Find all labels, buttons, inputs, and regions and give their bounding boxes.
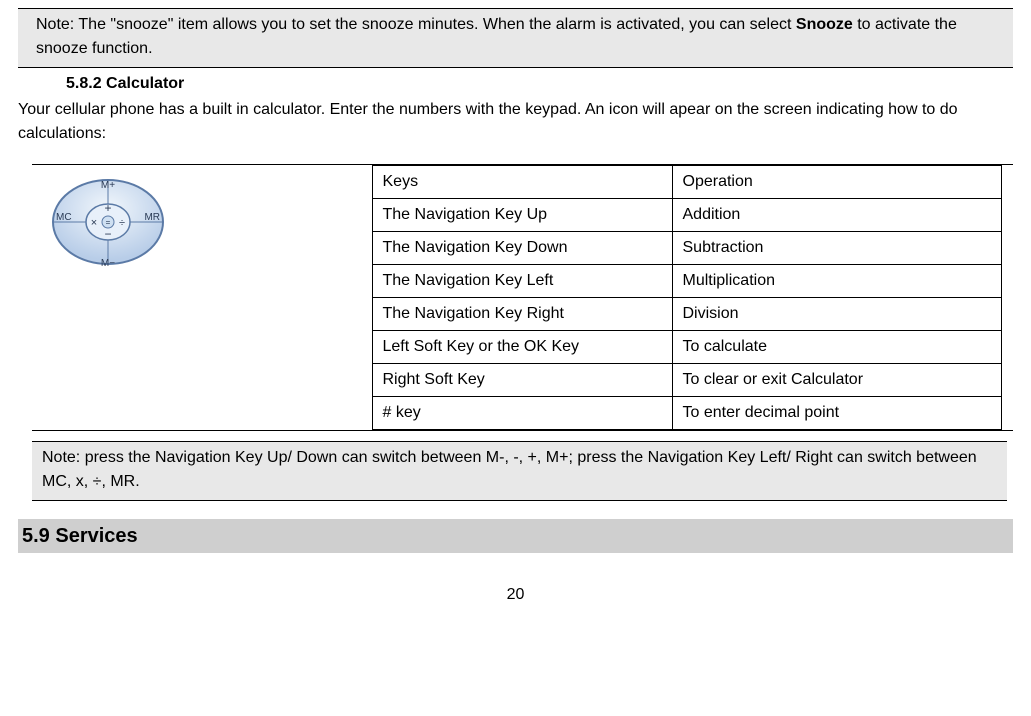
section-5-8-2-heading: 5.8.2 Calculator bbox=[18, 72, 1013, 96]
svg-text:×: × bbox=[91, 217, 97, 229]
table-header-op: Operation bbox=[672, 166, 1002, 199]
note-snooze-bold: Snooze bbox=[796, 16, 853, 33]
note-snooze-prefix: Note: The "snooze" item allows you to se… bbox=[36, 16, 796, 33]
table-cell: To enter decimal point bbox=[672, 397, 1002, 430]
page-number: 20 bbox=[18, 583, 1013, 607]
section-5-9-heading: 5.9 Services bbox=[18, 519, 1013, 553]
table-cell: To clear or exit Calculator bbox=[672, 364, 1002, 397]
table-cell: The Navigation Key Right bbox=[372, 298, 672, 331]
note-nav-keys: Note: press the Navigation Key Up/ Down … bbox=[32, 441, 1007, 501]
svg-text:=: = bbox=[106, 218, 111, 227]
calculator-table-wrap: M+ M− MC MR + − × ÷ = Keys Operation The… bbox=[32, 164, 1013, 431]
svg-text:MR: MR bbox=[144, 212, 160, 223]
table-cell: Right Soft Key bbox=[372, 364, 672, 397]
svg-text:−: − bbox=[104, 227, 111, 241]
table-cell: The Navigation Key Left bbox=[372, 265, 672, 298]
calculator-intro: Your cellular phone has a built in calcu… bbox=[18, 98, 1013, 146]
table-cell: Subtraction bbox=[672, 232, 1002, 265]
note-nav-keys-text: Note: press the Navigation Key Up/ Down … bbox=[42, 449, 977, 490]
svg-text:M+: M+ bbox=[101, 180, 115, 191]
nav-key-icon: M+ M− MC MR + − × ÷ = bbox=[38, 172, 178, 272]
table-cell: # key bbox=[372, 397, 672, 430]
table-header-keys: Keys bbox=[372, 166, 672, 199]
section-5-8-2-num: 5.8.2 bbox=[66, 75, 102, 92]
svg-text:÷: ÷ bbox=[119, 217, 125, 229]
svg-text:MC: MC bbox=[56, 212, 72, 223]
table-cell: To calculate bbox=[672, 331, 1002, 364]
svg-text:M−: M− bbox=[101, 258, 115, 269]
section-5-9-title: 5.9 Services bbox=[22, 525, 138, 547]
table-cell: Left Soft Key or the OK Key bbox=[372, 331, 672, 364]
table-cell: Multiplication bbox=[672, 265, 1002, 298]
table-cell: Addition bbox=[672, 199, 1002, 232]
table-row: M+ M− MC MR + − × ÷ = Keys Operation bbox=[32, 166, 1002, 199]
section-5-8-2-title: Calculator bbox=[102, 75, 185, 92]
table-cell: The Navigation Key Down bbox=[372, 232, 672, 265]
calculator-table: M+ M− MC MR + − × ÷ = Keys Operation The… bbox=[32, 165, 1002, 430]
svg-text:+: + bbox=[104, 201, 111, 215]
table-cell: The Navigation Key Up bbox=[372, 199, 672, 232]
note-snooze: Note: The "snooze" item allows you to se… bbox=[18, 8, 1013, 68]
table-cell: Division bbox=[672, 298, 1002, 331]
nav-key-illustration-cell: M+ M− MC MR + − × ÷ = bbox=[32, 166, 372, 430]
